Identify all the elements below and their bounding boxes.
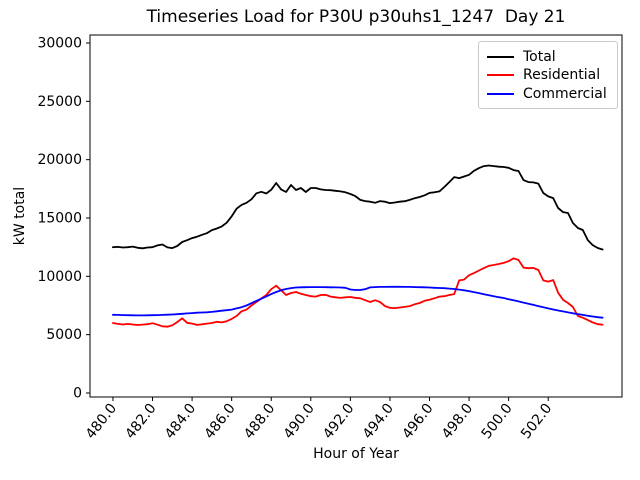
legend-label: Commercial: [523, 85, 607, 102]
x-tick-label: 494.0: [360, 401, 397, 442]
y-tick-label: 10000: [37, 269, 82, 285]
x-axis-label: Hour of Year: [313, 446, 399, 462]
x-tick-label: 502.0: [518, 401, 555, 442]
y-tick-label: 15000: [37, 211, 82, 227]
series-line-commercial: [112, 285, 604, 319]
x-tick-label: 484.0: [162, 401, 199, 442]
series-line-residential: [112, 257, 604, 328]
series-line-total: [112, 164, 604, 251]
x-tick-label: 498.0: [439, 401, 476, 442]
y-tick-label: 25000: [37, 94, 82, 110]
y-tick-label: 0: [73, 385, 82, 401]
x-tick-label: 482.0: [122, 401, 159, 442]
legend-line-swatch: [487, 92, 514, 95]
legend-item-residential: Residential: [487, 68, 609, 82]
legend-line-swatch: [487, 55, 514, 58]
y-tick-label: 20000: [37, 152, 82, 168]
x-tick-label: 480.0: [83, 401, 120, 442]
x-tick-label: 490.0: [281, 401, 318, 442]
y-tick-label: 30000: [37, 36, 82, 52]
axes-frame: [89, 34, 623, 398]
legend-label: Residential: [523, 67, 601, 83]
x-tick-label: 500.0: [478, 401, 515, 442]
y-tick-label: 5000: [46, 327, 82, 343]
chart-title: Timeseries Load for P30U p30uhs1_1247 Da…: [146, 7, 566, 27]
y-axis-label: kW total: [12, 186, 28, 246]
legend-item-total: Total: [487, 50, 609, 64]
x-tick-label: 488.0: [241, 401, 278, 442]
x-tick-label: 492.0: [320, 401, 357, 442]
legend-item-commercial: Commercial: [487, 87, 609, 101]
legend: Total Residential Commercial: [478, 41, 618, 109]
legend-label: Total: [523, 48, 556, 65]
x-tick-label: 486.0: [202, 401, 239, 442]
legend-line-swatch: [487, 74, 514, 76]
x-tick-label: 496.0: [399, 401, 436, 442]
